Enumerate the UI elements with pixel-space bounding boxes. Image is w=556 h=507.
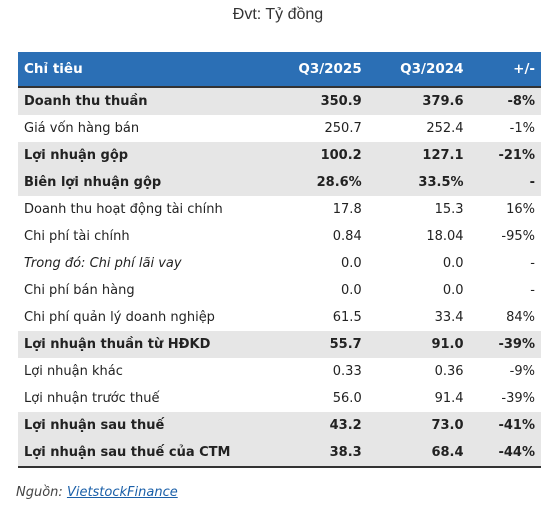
cell-change: 16% (506, 202, 535, 217)
cell-q3-2025: 100.2 (276, 142, 378, 169)
cell-q3-2025: 0.0 (341, 283, 362, 298)
cell-change: -39% (501, 391, 535, 406)
row-label: Chi phí bán hàng (24, 283, 135, 298)
table-row: Chi phí quản lý doanh nghiệp 61.5 33.4 84% (18, 304, 541, 331)
cell-q3-2025: 28.6% (276, 169, 378, 196)
row-label: Lợi nhuận khác (24, 364, 123, 379)
cell-q3-2024: 73.0 (377, 412, 484, 439)
source-link[interactable]: VietstockFinance (66, 485, 178, 500)
cell-change: -44% (483, 439, 541, 468)
cell-q3-2024: 68.4 (377, 439, 484, 468)
cell-q3-2025: 56.0 (332, 391, 362, 406)
cell-change: -39% (483, 331, 541, 358)
cell-q3-2024: 15.3 (434, 202, 464, 217)
cell-q3-2024: 0.0 (442, 256, 464, 271)
cell-q3-2025: 250.7 (324, 121, 362, 136)
row-label: Lợi nhuận sau thuế (18, 412, 277, 439)
cell-q3-2025: 38.3 (276, 439, 378, 468)
cell-q3-2025: 350.9 (276, 86, 378, 115)
table-row: Chi phí tài chính 0.84 18.04 -95% (18, 223, 541, 250)
row-label: Biên lợi nhuận gộp (18, 169, 277, 196)
cell-change: -9% (509, 364, 535, 379)
cell-change: -95% (501, 229, 535, 244)
cell-q3-2025: 61.5 (332, 310, 362, 325)
table-row: Lợi nhuận sau thuế của CTM 38.3 68.4 -44% (18, 439, 541, 468)
cell-q3-2025: 0.33 (332, 364, 362, 379)
table-header-row: Chỉ tiêu Q3/2025 Q3/2024 +/- (18, 52, 541, 87)
header-q3-2024: Q3/2024 (377, 52, 484, 87)
header-q3-2025: Q3/2025 (276, 52, 378, 87)
table-row: Biên lợi nhuận gộp 28.6% 33.5% - (18, 169, 541, 196)
row-label: Lợi nhuận gộp (18, 142, 277, 169)
table-row: Trong đó: Chi phí lãi vay 0.0 0.0 - (18, 250, 541, 277)
row-label: Lợi nhuận trước thuế (24, 391, 160, 406)
cell-q3-2024: 91.0 (377, 331, 484, 358)
cell-q3-2024: 18.04 (426, 229, 464, 244)
cell-q3-2024: 379.6 (377, 86, 484, 115)
source-prefix: Nguồn: (16, 485, 63, 500)
cell-change: -21% (483, 142, 541, 169)
cell-change: - (530, 283, 535, 298)
table-row: Lợi nhuận khác 0.33 0.36 -9% (18, 358, 541, 385)
cell-q3-2025: 43.2 (276, 412, 378, 439)
row-label: Chi phí quản lý doanh nghiệp (24, 310, 215, 325)
cell-q3-2024: 252.4 (426, 121, 464, 136)
table-row: Chi phí bán hàng 0.0 0.0 - (18, 277, 541, 304)
cell-q3-2025: 0.84 (332, 229, 362, 244)
row-label: Lợi nhuận sau thuế của CTM (18, 439, 277, 468)
table-row: Lợi nhuận sau thuế 43.2 73.0 -41% (18, 412, 541, 439)
table-row: Doanh thu thuần 350.9 379.6 -8% (18, 86, 541, 115)
header-indicator: Chỉ tiêu (18, 52, 277, 87)
cell-q3-2024: 127.1 (377, 142, 484, 169)
row-label: Trong đó: Chi phí lãi vay (24, 256, 182, 271)
table-row: Lợi nhuận thuần từ HĐKD 55.7 91.0 -39% (18, 331, 541, 358)
source-note: Nguồn: VietstockFinance (16, 485, 178, 500)
row-label: Doanh thu hoạt động tài chính (24, 202, 223, 217)
cell-change: - (483, 169, 541, 196)
cell-change: - (530, 256, 535, 271)
cell-change: -41% (483, 412, 541, 439)
cell-q3-2024: 91.4 (434, 391, 464, 406)
table-row: Lợi nhuận gộp 100.2 127.1 -21% (18, 142, 541, 169)
cell-q3-2024: 0.36 (434, 364, 464, 379)
row-label: Giá vốn hàng bán (24, 121, 140, 136)
table-row: Lợi nhuận trước thuế 56.0 91.4 -39% (18, 385, 541, 412)
table-row: Doanh thu hoạt động tài chính 17.8 15.3 16% (18, 196, 541, 223)
table-body: Doanh thu thuần 350.9 379.6 -8% Giá vốn hàng… (18, 86, 541, 468)
cell-change: -8% (483, 86, 541, 115)
row-label: Lợi nhuận thuần từ HĐKD (18, 331, 277, 358)
cell-q3-2024: 33.4 (434, 310, 464, 325)
cell-q3-2025: 17.8 (332, 202, 362, 217)
cell-change: 84% (506, 310, 535, 325)
cell-change: -1% (509, 121, 535, 136)
cell-q3-2024: 33.5% (377, 169, 484, 196)
unit-label: Đvt: Tỷ đồng (232, 6, 324, 23)
row-label: Doanh thu thuần (18, 86, 277, 115)
header-change: +/- (483, 52, 541, 87)
cell-q3-2024: 0.0 (442, 283, 464, 298)
cell-q3-2025: 55.7 (276, 331, 378, 358)
cell-q3-2025: 0.0 (341, 256, 362, 271)
table-row: Giá vốn hàng bán 250.7 252.4 -1% (18, 115, 541, 142)
financial-table: Chỉ tiêu Q3/2025 Q3/2024 +/- Doanh thu t… (18, 52, 541, 468)
row-label: Chi phí tài chính (24, 229, 130, 244)
